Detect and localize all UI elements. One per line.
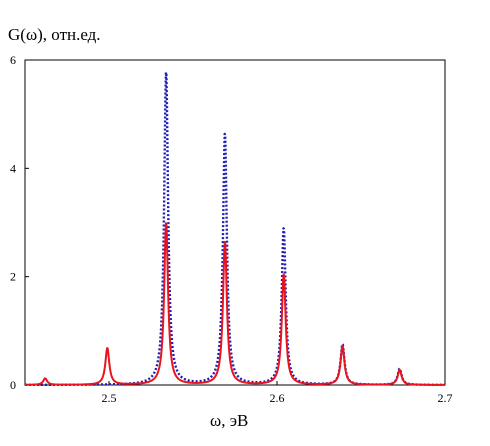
x-tick-label: 2.5 <box>102 391 117 405</box>
y-tick-label: 0 <box>10 378 16 392</box>
ticks-layer: 2.5 2.6 2.7 0 2 4 6 <box>10 53 453 405</box>
plot-frame <box>24 59 446 386</box>
series-line-solid <box>24 222 446 386</box>
x-axis-label: ω, эВ <box>210 411 249 430</box>
y-axis-label: G(ω), отн.ед. <box>8 25 101 44</box>
x-tick-label: 2.6 <box>270 391 285 405</box>
series-layer <box>24 71 446 387</box>
y-tick-label: 2 <box>10 270 16 284</box>
y-tick-label: 6 <box>10 53 16 67</box>
x-tick-label: 2.7 <box>438 391 453 405</box>
y-tick-label: 4 <box>10 161 16 175</box>
